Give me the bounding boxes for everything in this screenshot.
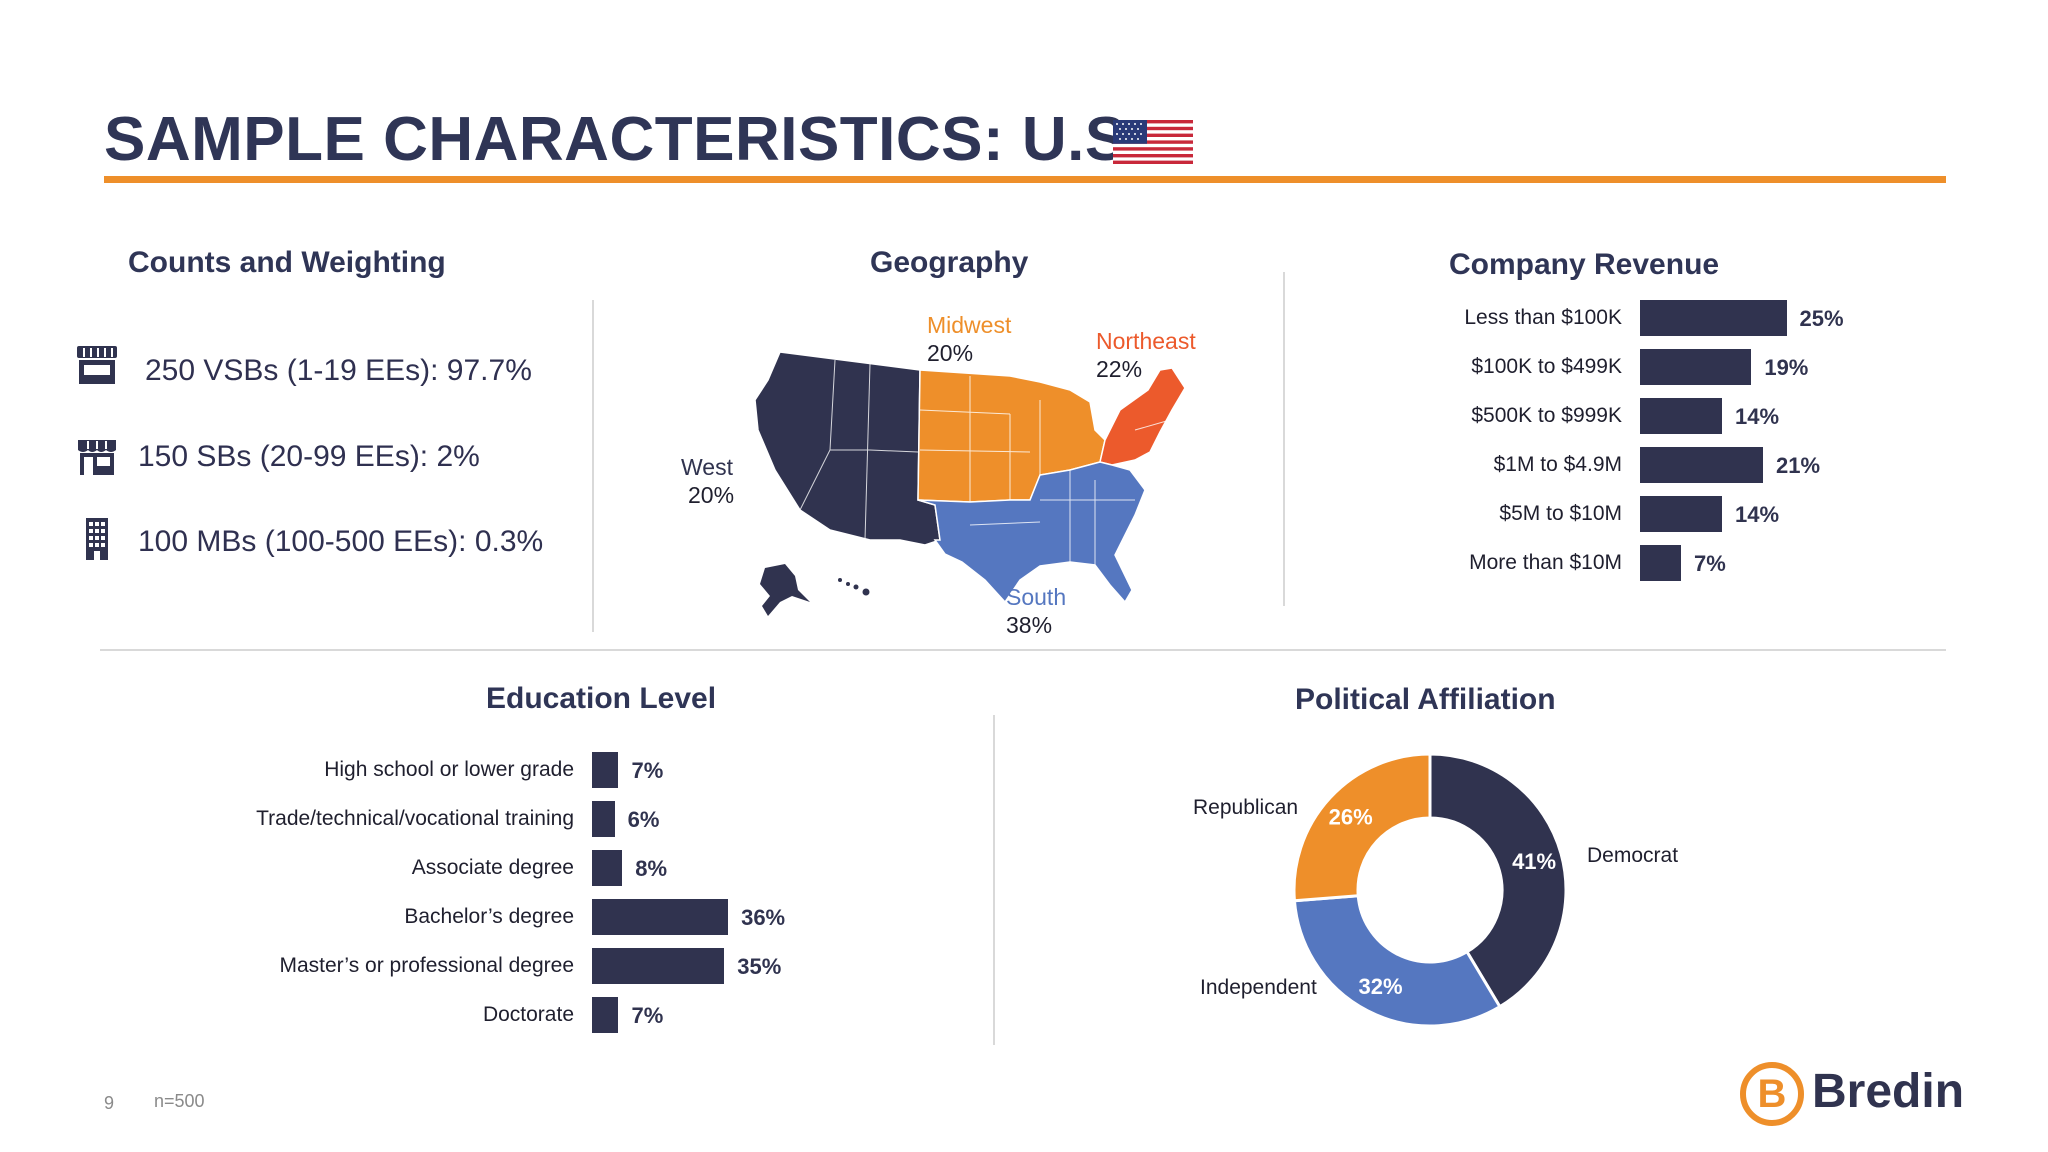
count-vsb: 250 VSBs (1-19 EEs): 97.7% bbox=[145, 354, 532, 387]
region-name-northeast: Northeast bbox=[1096, 328, 1196, 354]
region-value-west: 20% bbox=[688, 482, 735, 508]
bar-category-label: $100K to $499K bbox=[1471, 355, 1622, 378]
bar-value-label: 14% bbox=[1735, 502, 1780, 527]
bar bbox=[592, 752, 619, 788]
bar-category-label: $500K to $999K bbox=[1471, 404, 1622, 427]
map-region-hawaii bbox=[838, 578, 870, 596]
education-bar-chart: High school or lower grade 7% Trade/techni… bbox=[200, 752, 850, 1052]
bar-value-label: 7% bbox=[1694, 551, 1726, 576]
region-name-midwest: Midwest bbox=[927, 312, 1012, 338]
us-region-map bbox=[754, 351, 1186, 616]
donut-slice-democrat bbox=[1428, 752, 1568, 1009]
bar-value-label: 8% bbox=[635, 856, 668, 881]
map-region-west bbox=[754, 351, 941, 546]
bar-value-label: 6% bbox=[627, 807, 660, 832]
region-name-south: South bbox=[1006, 584, 1067, 610]
bar bbox=[1640, 300, 1787, 336]
bar-value-label: 36% bbox=[741, 905, 786, 930]
bar bbox=[1640, 349, 1752, 385]
bar bbox=[1640, 545, 1682, 581]
bar-category-label: $5M to $10M bbox=[1499, 502, 1622, 525]
bar-category-label: Bachelor’s degree bbox=[404, 905, 574, 928]
bar-value-label: 19% bbox=[1764, 355, 1809, 380]
legend-republican: Republican bbox=[1193, 796, 1299, 819]
bar bbox=[1640, 496, 1723, 532]
column-divider bbox=[592, 300, 594, 632]
us-flag-icon bbox=[1113, 120, 1193, 164]
region-value-south: 38% bbox=[1006, 612, 1053, 638]
bar bbox=[592, 850, 623, 886]
region-value-northeast: 22% bbox=[1096, 356, 1143, 382]
bredin-logo-text: Bredin bbox=[1812, 1065, 1965, 1118]
column-divider bbox=[993, 715, 995, 1045]
page-title: SAMPLE CHARACTERISTICS: U.S. bbox=[104, 105, 1145, 174]
legend-independent: Independent bbox=[1200, 976, 1317, 999]
bredin-logo-mark: B bbox=[1740, 1062, 1804, 1126]
donut-value-label: 32% bbox=[1358, 974, 1402, 999]
storefront-icon bbox=[77, 346, 117, 384]
bar-category-label: High school or lower grade bbox=[324, 758, 574, 781]
donut-slice-republican bbox=[1292, 752, 1432, 903]
political-heading: Political Affiliation bbox=[1295, 683, 1556, 716]
bar-category-label: More than $10M bbox=[1469, 551, 1622, 574]
bar-value-label: 25% bbox=[1799, 306, 1844, 331]
bar-category-label: Less than $100K bbox=[1464, 306, 1622, 329]
bar bbox=[592, 899, 729, 935]
bar-category-label: Trade/technical/vocational training bbox=[256, 807, 574, 830]
bar-value-label: 7% bbox=[631, 1003, 664, 1028]
bar-category-label: Associate degree bbox=[411, 856, 574, 879]
bar-category-label: $1M to $4.9M bbox=[1493, 453, 1622, 476]
region-value-midwest: 20% bbox=[927, 340, 974, 366]
bar-category-label: Master’s or professional degree bbox=[279, 954, 574, 977]
column-divider bbox=[1283, 272, 1285, 606]
sample-size-note: n=500 bbox=[154, 1091, 205, 1111]
legend-democrat: Democrat bbox=[1587, 844, 1679, 867]
page-number: 9 bbox=[104, 1093, 115, 1113]
bar-value-label: 35% bbox=[737, 954, 782, 979]
map-region-south bbox=[917, 461, 1146, 604]
logo-letter: B bbox=[1757, 1072, 1787, 1116]
donut-value-label: 41% bbox=[1512, 849, 1556, 874]
bar-category-label: Doctorate bbox=[482, 1003, 574, 1026]
region-name-west: West bbox=[681, 454, 733, 480]
geography-heading: Geography bbox=[870, 246, 1029, 279]
bar bbox=[1640, 447, 1764, 483]
bar-value-label: 21% bbox=[1776, 453, 1821, 478]
bar bbox=[592, 997, 619, 1033]
map-region-alaska bbox=[760, 564, 810, 616]
counts-heading: Counts and Weighting bbox=[128, 246, 446, 279]
bar-value-label: 7% bbox=[631, 758, 664, 783]
bar-value-label: 14% bbox=[1735, 404, 1780, 429]
title-underline bbox=[104, 176, 1946, 183]
donut-slice-independent bbox=[1292, 894, 1502, 1028]
education-heading: Education Level bbox=[486, 682, 717, 715]
count-sb: 150 SBs (20-99 EEs): 2% bbox=[138, 440, 480, 473]
bar bbox=[592, 801, 615, 837]
donut-value-label: 26% bbox=[1329, 805, 1373, 830]
revenue-bar-chart: Less than $100K 25% $100K to $499K 19% $500K… bbox=[1380, 300, 1980, 600]
count-mb: 100 MBs (100-500 EEs): 0.3% bbox=[138, 525, 544, 558]
shop-icon bbox=[78, 440, 116, 475]
bar bbox=[1640, 398, 1723, 434]
office-building-icon bbox=[86, 518, 108, 560]
section-divider bbox=[100, 649, 1946, 651]
revenue-heading: Company Revenue bbox=[1449, 248, 1720, 281]
political-donut-chart: 41% 32% 26% bbox=[1292, 752, 1568, 1028]
bar bbox=[592, 948, 725, 984]
